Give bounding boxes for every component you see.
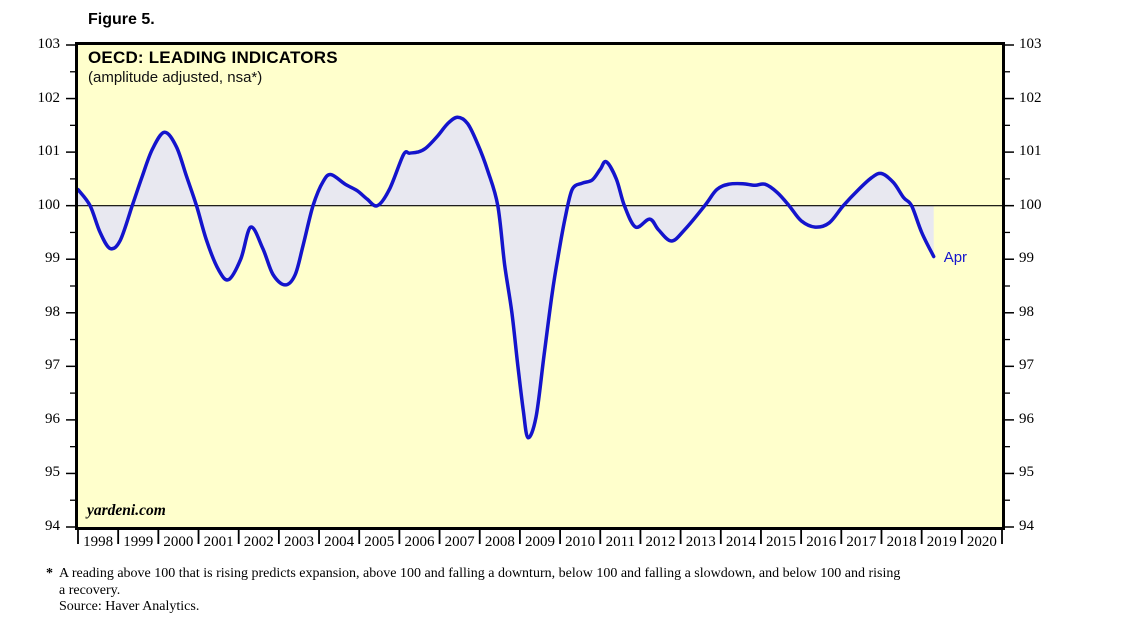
x-axis-label: 2018	[886, 534, 917, 550]
y-axis-label-right: 101	[1019, 143, 1042, 160]
y-axis-label-right: 95	[1019, 464, 1034, 481]
y-axis-label-left: 97	[45, 357, 60, 374]
y-axis-label-left: 100	[37, 196, 61, 213]
watermark-yardeni: yardeni.com	[87, 502, 166, 519]
y-axis-label-left: 101	[37, 143, 61, 160]
y-axis-label-right: 103	[1019, 36, 1042, 52]
y-axis-label-left: 95	[45, 464, 60, 481]
leading-indicator-line	[76, 115, 936, 440]
y-axis-label-right: 100	[1019, 196, 1042, 213]
footnote-source: Source: Haver Analytics.	[59, 599, 200, 614]
x-axis-label: 2003	[283, 534, 314, 550]
x-axis-label: 2008	[484, 534, 515, 550]
x-axis-label: 1998	[83, 534, 114, 550]
last-point-label: Apr	[943, 248, 968, 266]
x-axis-label: 2009	[525, 534, 555, 550]
footnote-line1: A reading above 100 that is rising predi…	[59, 566, 901, 581]
x-axis-label: 1999	[123, 534, 154, 550]
x-axis-label: 2002	[243, 534, 274, 550]
x-axis-label: 2019	[926, 534, 957, 550]
y-axis-label-right: 99	[1019, 250, 1034, 267]
chart-title: OECD: LEADING INDICATORS	[88, 48, 338, 67]
deviation-shading	[78, 117, 934, 438]
footnote-line2: a recovery.	[59, 582, 121, 598]
y-axis-label-right: 94	[1019, 518, 1034, 534]
x-axis-label: 2017	[846, 534, 877, 550]
x-axis-label: 2004	[324, 534, 355, 550]
y-axis-label-right: 97	[1019, 357, 1034, 374]
y-axis-label-left: 102	[37, 89, 61, 106]
plot-border	[75, 42, 1005, 530]
y-axis-label-right: 96	[1019, 410, 1034, 427]
x-axis-label: 2006	[404, 534, 435, 550]
x-axis-label: 2011	[605, 534, 636, 550]
x-axis-label: 2005	[364, 534, 395, 550]
x-axis-label: 2007	[444, 534, 475, 550]
x-axis-label: 2000	[163, 534, 194, 550]
chart-subtitle: (amplitude adjusted, nsa*)	[88, 69, 263, 86]
y-axis-label-left: 103	[37, 36, 61, 52]
x-axis-label: 2015	[766, 534, 797, 550]
y-axis-label-left: 99	[45, 250, 60, 267]
x-axis-label: 2013	[685, 534, 716, 550]
x-axis-label: 2016	[806, 534, 837, 550]
y-axis-label-left: 96	[45, 410, 60, 427]
y-axis-label-right: 98	[1019, 303, 1034, 320]
x-axis-label: 2020	[966, 534, 997, 550]
footnote-asterisk: *	[46, 566, 53, 581]
footnote: * A reading above 100 that is rising pre…	[46, 566, 900, 616]
y-axis-label-right: 102	[1019, 89, 1042, 106]
x-axis-label: 2010	[565, 534, 596, 550]
y-axis-label-left: 94	[45, 518, 60, 534]
x-axis-label: 2012	[645, 534, 676, 550]
x-axis-label: 2014	[725, 534, 756, 550]
y-axis-label-left: 98	[45, 303, 60, 320]
figure-label: Figure 5.	[88, 11, 155, 28]
x-axis-label: 2001	[203, 534, 234, 550]
